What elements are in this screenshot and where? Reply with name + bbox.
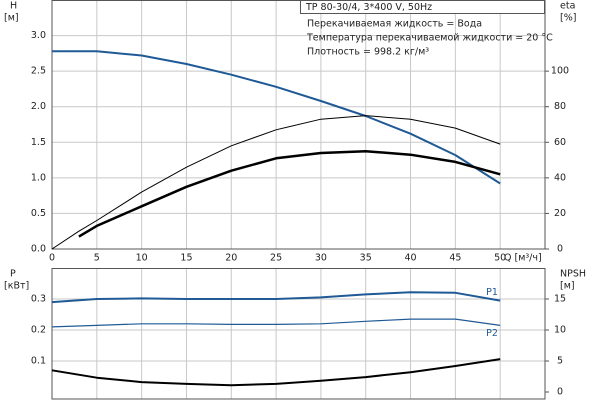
x-tick-label: 20 [225,253,237,264]
annotation: Температура перекачиваемой жидкости = 20… [306,33,553,44]
y2-tick-label: 20 [554,208,566,219]
x-tick-label: 10 [136,253,148,264]
x-axis-label: Q [м³/ч] [504,253,542,264]
y-tick-label: 0.3 [31,294,46,305]
title: TP 80-30/4, 3*400 V, 50Hz [305,2,432,13]
y2-tick-label: 0 [557,387,563,398]
y2-axis-label: eta [560,1,575,12]
series-label: P1 [486,287,498,298]
x-tick-label: 50 [494,253,506,264]
y2-tick-label: 80 [554,101,566,112]
x-tick-label: 40 [404,253,416,264]
y2-tick-label: 100 [551,66,569,77]
x-tick-label: 15 [180,253,192,264]
y2-tick-label: 0 [557,244,563,255]
y-axis-label: H [10,1,17,12]
y-tick-label: 1.0 [31,172,46,183]
y2-axis-unit: [м] [560,281,575,292]
y-tick-label: 0.0 [31,244,46,255]
series-label: P2 [486,328,498,339]
y-tick-label: 2.5 [31,66,46,77]
curve [78,149,501,238]
curve [51,358,501,387]
y-tick-label: 1.5 [31,137,46,148]
y2-tick-label: 10 [554,325,566,336]
y2-tick-label: 15 [554,294,566,305]
y-tick-label: 3.0 [31,30,46,41]
title-box [300,0,545,14]
x-tick-label: 25 [270,253,282,264]
y-tick-label: 0.1 [31,356,46,367]
y2-axis-label: NPSH [560,269,586,280]
x-tick-label: 35 [360,253,372,264]
y-tick-label: 0.2 [31,325,46,336]
annotation: Плотность = 998.2 кг/м³ [307,47,429,58]
y-axis-unit: [м] [4,13,19,24]
y-tick-label: 2.0 [31,101,46,112]
curve [52,50,501,185]
y-axis-label: P [10,269,16,280]
y2-tick-label: 5 [557,356,563,367]
annotation: Перекачиваемая жидкость = Вода [307,19,482,30]
y2-axis-unit: [%] [560,13,576,24]
y2-tick-label: 40 [554,172,566,183]
y2-tick-label: 60 [554,137,566,148]
y-tick-label: 0.5 [31,208,46,219]
curve [51,318,501,328]
plot-frame [51,0,546,250]
x-tick-label: 45 [449,253,461,264]
x-tick-label: 30 [315,253,327,264]
x-tick-label: 0 [49,253,55,264]
curve [51,115,501,250]
y-axis-unit: [кВт] [4,281,29,292]
plot-frame [51,268,546,400]
x-tick-label: 5 [94,253,100,264]
curve [51,291,501,304]
